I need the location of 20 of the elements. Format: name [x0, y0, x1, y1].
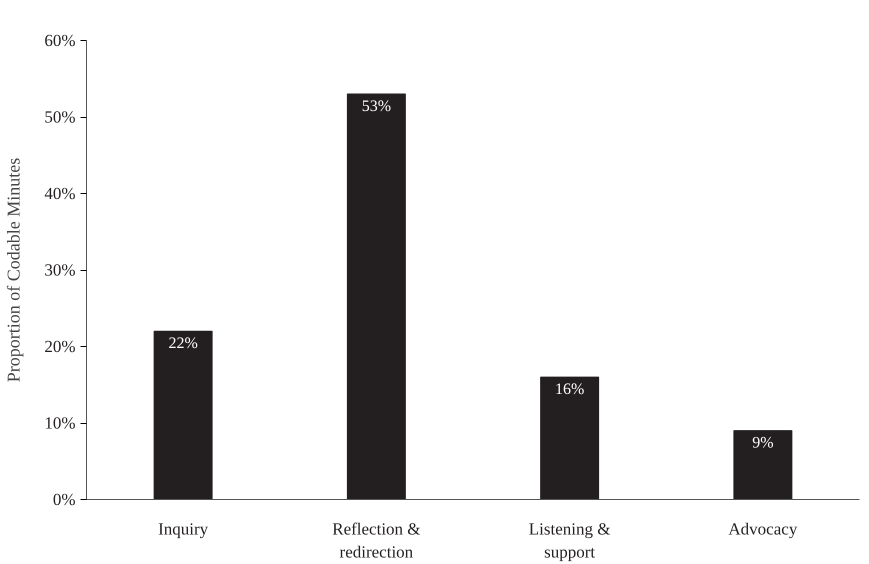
data-label: 53% — [362, 98, 392, 116]
y-tick-label: 0% — [52, 490, 76, 509]
y-tick-label: 60% — [44, 31, 76, 50]
y-tick-label: 20% — [44, 337, 76, 356]
x-tick-label: Inquiry — [158, 520, 209, 538]
y-tick-label: 40% — [44, 184, 76, 203]
y-axis-title: Proportion of Codable Minutes — [3, 158, 24, 382]
bar — [540, 376, 600, 500]
data-label: 16% — [554, 381, 584, 398]
x-tick-label: Advocacy — [728, 520, 798, 538]
bar — [346, 94, 406, 500]
data-label: 22% — [168, 335, 198, 352]
bar — [154, 330, 213, 500]
y-tick-label: 10% — [44, 414, 76, 432]
y-tick-label: 50% — [44, 108, 76, 126]
bar — [733, 430, 792, 500]
y-tick-label: 30% — [44, 260, 76, 280]
x-tick-label: Reflection & redirection — [332, 520, 421, 562]
x-tick-label: Listening & support — [528, 520, 610, 562]
data-label: 9% — [752, 434, 774, 452]
